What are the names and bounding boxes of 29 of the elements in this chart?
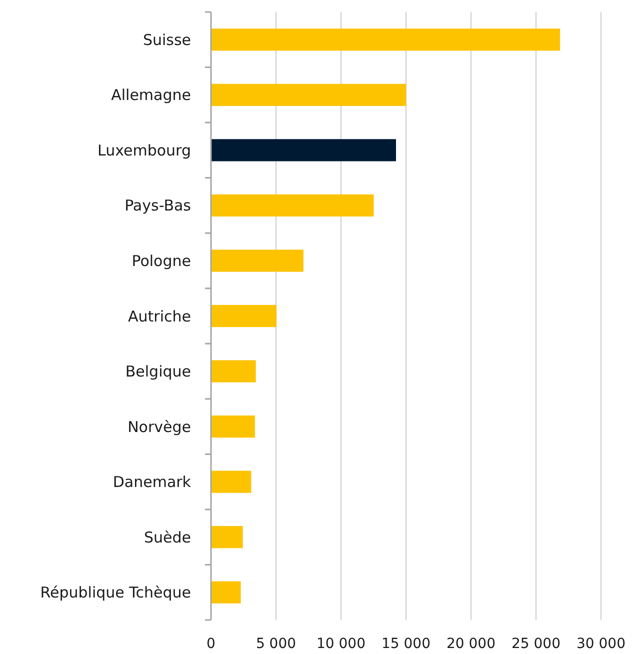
y-tick-label: Suède xyxy=(144,528,191,546)
y-tick-label: Suisse xyxy=(142,30,191,49)
bar xyxy=(211,84,406,106)
y-tick-label: Luxembourg xyxy=(98,141,191,160)
bar xyxy=(211,250,304,272)
x-tick-label: 5 000 xyxy=(256,636,296,652)
y-tick-label: Belgique xyxy=(125,362,191,381)
x-tick-label: 10 000 xyxy=(316,636,366,652)
y-tick-label: Autriche xyxy=(128,307,191,326)
bar xyxy=(211,304,276,328)
bar xyxy=(211,194,374,217)
y-tick-label: Pologne xyxy=(132,252,191,270)
y-tick-label: Norvège xyxy=(128,418,191,436)
y-tick-label: République Tchèque xyxy=(40,584,191,602)
bar xyxy=(211,360,256,382)
bar xyxy=(211,581,241,604)
bar xyxy=(211,28,560,51)
bar xyxy=(211,139,396,162)
x-tick-label: 15 000 xyxy=(382,636,430,652)
x-tick-label: 30 000 xyxy=(576,636,626,652)
x-tick-label: 0 xyxy=(206,636,216,652)
y-tick-label: Allemagne xyxy=(111,86,191,104)
y-tick-label: Danemark xyxy=(112,473,192,492)
x-tick-label: 20 000 xyxy=(446,636,496,652)
bar xyxy=(211,415,255,438)
y-tick-label: Pays-Bas xyxy=(124,196,192,215)
x-tick-label: 25 000 xyxy=(512,636,560,652)
bar xyxy=(211,526,243,548)
bar xyxy=(211,470,252,493)
